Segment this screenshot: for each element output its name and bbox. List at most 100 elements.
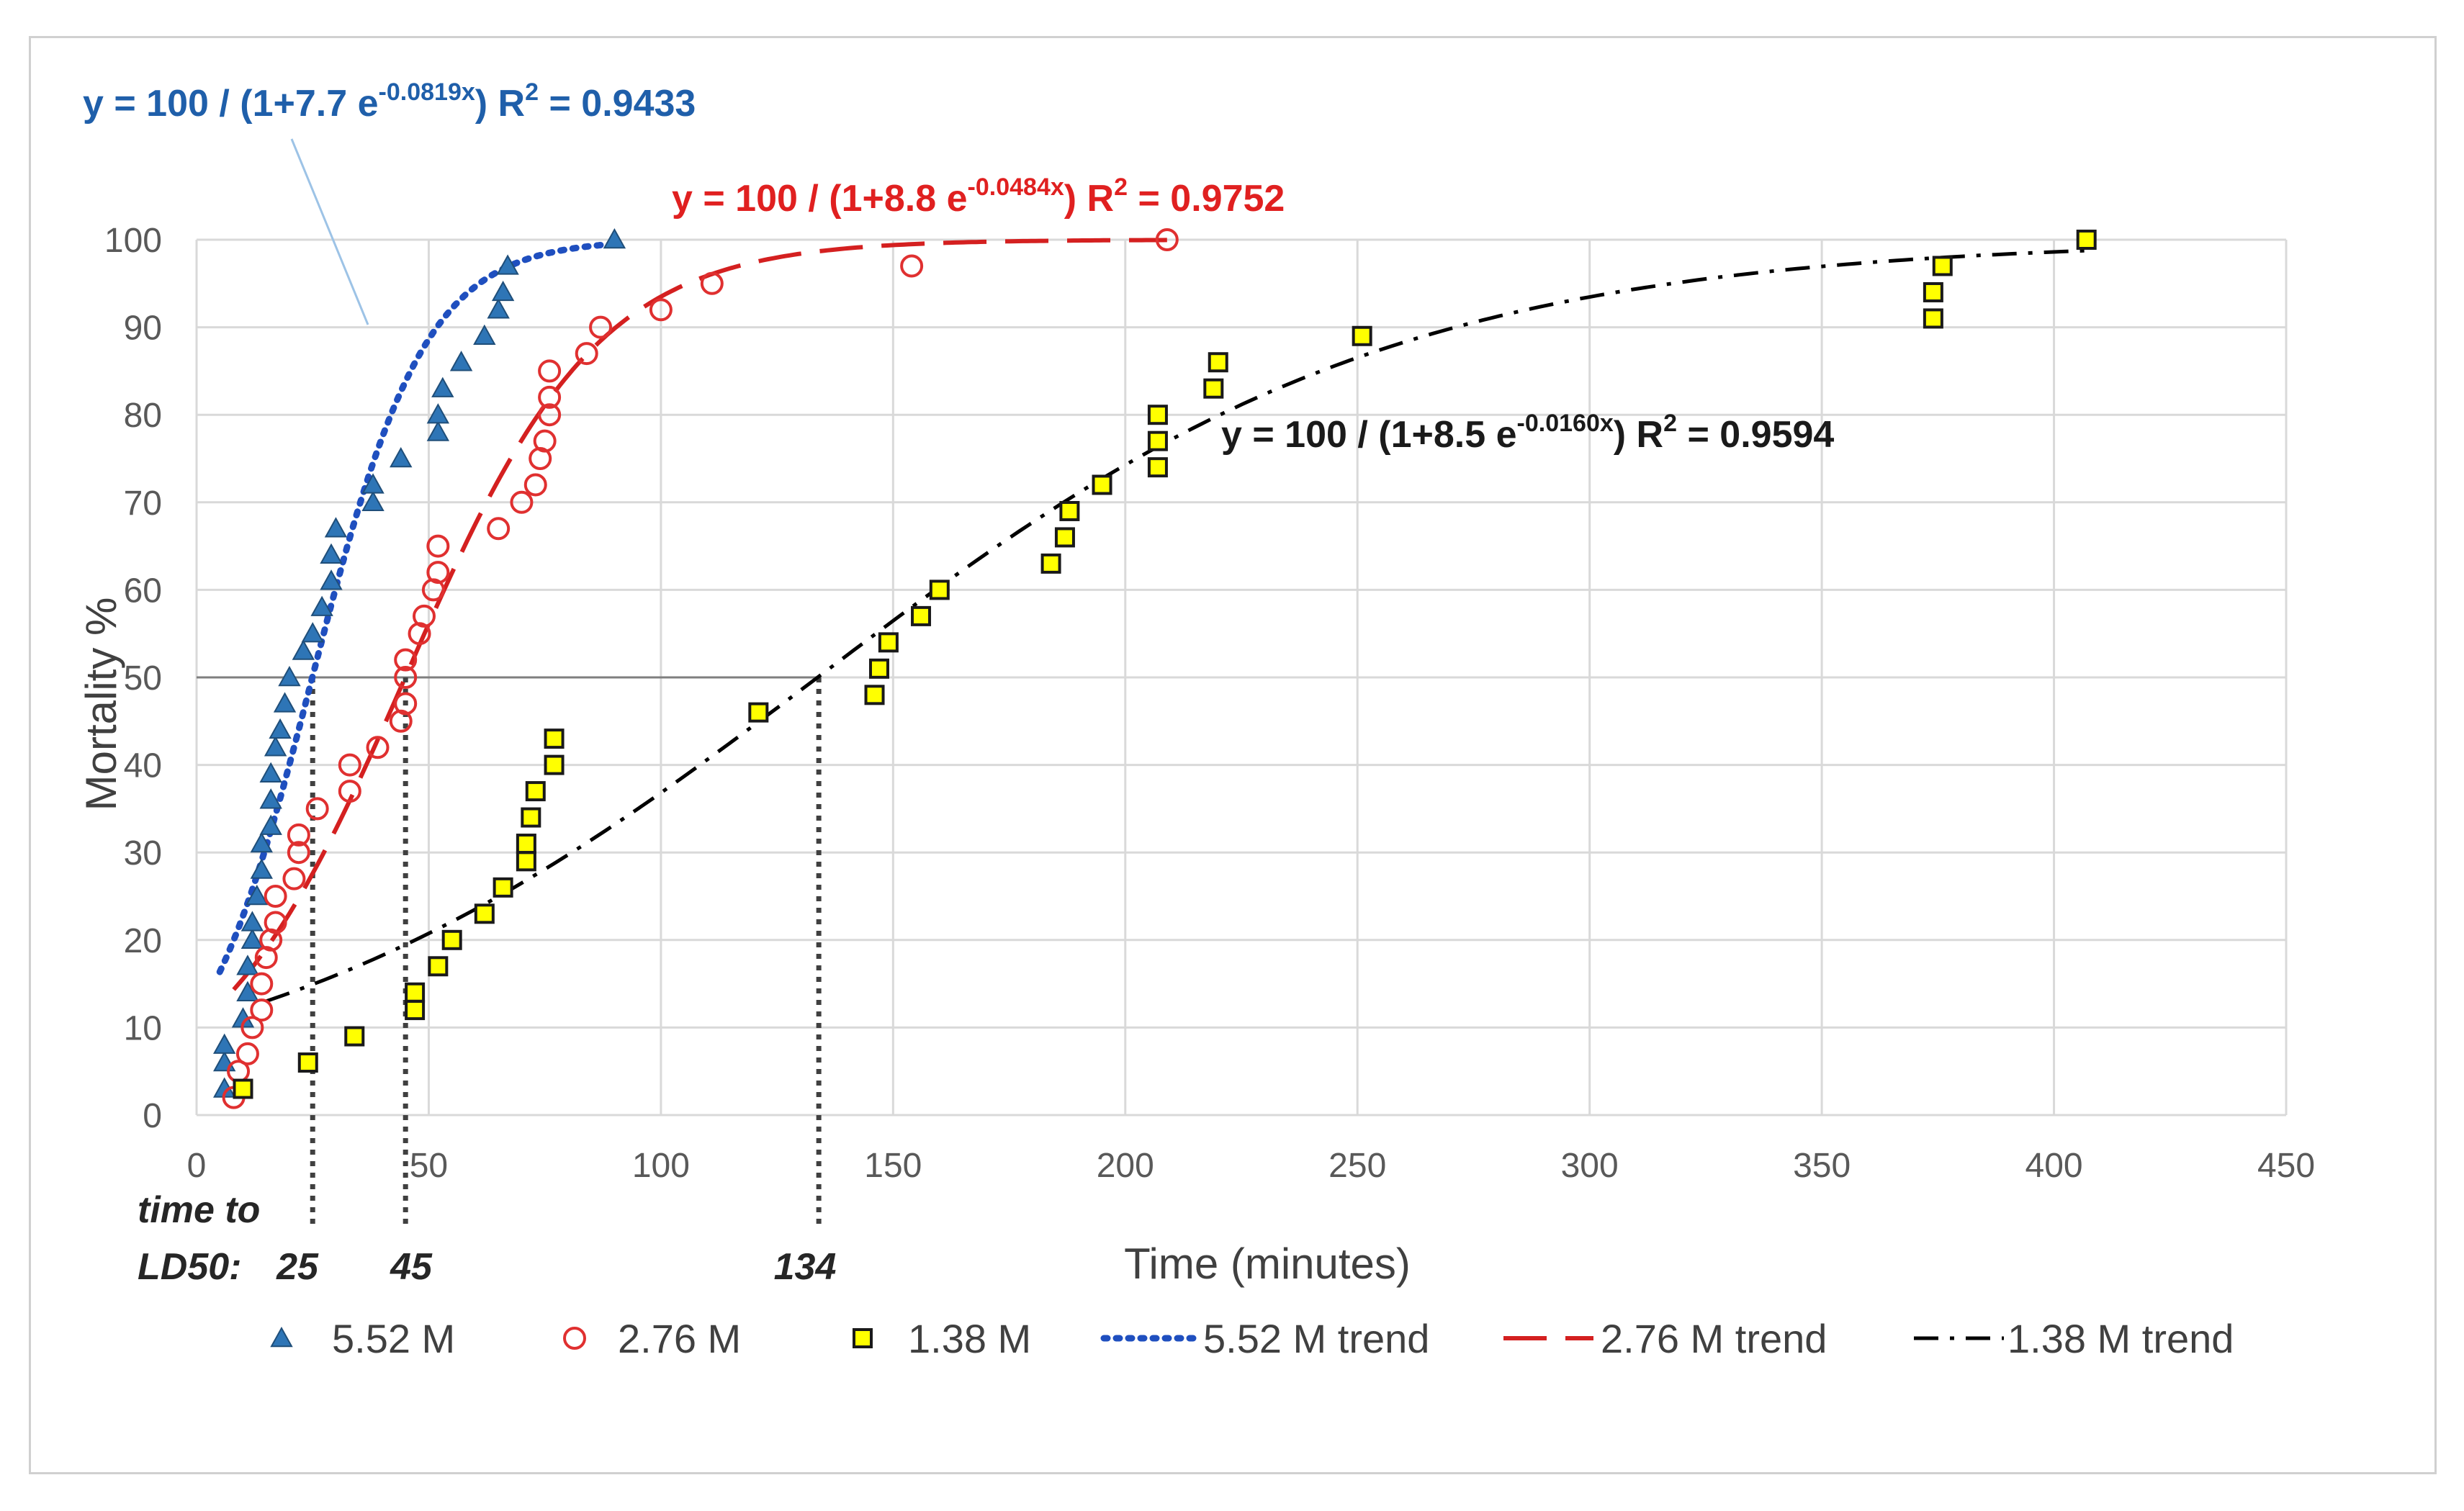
- legend-label: 2.76 M trend: [1601, 1316, 1827, 1361]
- data-point: [538, 359, 562, 383]
- data-point: [544, 729, 565, 749]
- data-point: [473, 324, 496, 345]
- data-point: [233, 1078, 253, 1099]
- data-point: [292, 639, 315, 660]
- data-point: [700, 271, 724, 295]
- ld50-label-line1: time to: [138, 1189, 260, 1231]
- data-point: [864, 685, 885, 705]
- legend-label: 2.76 M: [618, 1316, 741, 1361]
- data-point: [2076, 230, 2097, 250]
- data-point: [250, 858, 273, 879]
- data-point: [394, 666, 418, 689]
- y-tick-label: 20: [124, 922, 162, 960]
- y-tick-label: 60: [124, 572, 162, 610]
- legend-symbol: [853, 1328, 873, 1348]
- data-point: [426, 561, 450, 585]
- data-point: [516, 851, 536, 872]
- data-point: [496, 254, 519, 275]
- y-tick-label: 80: [124, 397, 162, 435]
- x-tick-label: 100: [632, 1147, 690, 1185]
- chart-frame: 0 10 20 30 40 50 60 70 80 90 100 0 50 100 150 200 250 300…: [29, 36, 2437, 1474]
- equation-1-38m: y = 100 / (1+8.5 e-0.0160x) R2 = 0.9594: [1221, 410, 1834, 456]
- data-point: [405, 1000, 426, 1021]
- y-tick-label: 100: [104, 222, 162, 260]
- data-point: [1059, 500, 1080, 521]
- data-point: [240, 1016, 264, 1039]
- data-point: [431, 376, 454, 397]
- data-point: [212, 1033, 236, 1054]
- data-point: [1092, 474, 1112, 495]
- data-point: [273, 692, 297, 713]
- data-point: [544, 754, 565, 775]
- ld50-value-label: 45: [390, 1246, 433, 1288]
- equation-leader-line: [290, 138, 369, 325]
- ld50-value-label: 25: [276, 1246, 319, 1288]
- data-point: [301, 622, 324, 643]
- data-point: [287, 841, 310, 865]
- data-point: [1040, 553, 1061, 574]
- data-point: [269, 718, 292, 739]
- y-tick-label: 50: [124, 659, 162, 698]
- x-tick-label: 350: [1793, 1147, 1851, 1185]
- data-point: [538, 385, 562, 409]
- trend-lines: [216, 238, 2087, 1003]
- data-point: [305, 797, 329, 821]
- data-point: [1208, 352, 1228, 373]
- data-point: [264, 736, 287, 757]
- x-tick-label: 300: [1561, 1147, 1619, 1185]
- data-point: [1923, 281, 1943, 302]
- data-point: [246, 884, 269, 906]
- data-point: [900, 254, 924, 278]
- mortality-chart: 0 10 20 30 40 50 60 70 80 90 100 0 50 100 150 200 250 300…: [77, 78, 2315, 1361]
- data-point: [1147, 405, 1168, 425]
- data-point: [344, 1026, 365, 1047]
- legend-label: 5.52 M: [332, 1316, 455, 1361]
- x-tick-label: 150: [864, 1147, 922, 1185]
- y-tick-label: 10: [124, 1009, 162, 1047]
- ld50-label-line2: LD50:: [138, 1246, 241, 1288]
- equation-5-52m: y = 100 / (1+7.7 e-0.0819x) R2 = 0.9433: [83, 78, 696, 125]
- data-point: [240, 928, 264, 949]
- y-tick-label: 30: [124, 834, 162, 872]
- data-point: [287, 823, 310, 847]
- data-point: [868, 658, 889, 679]
- data-point: [259, 788, 282, 809]
- data-point: [1155, 228, 1179, 251]
- data-point: [474, 903, 495, 924]
- data-point: [390, 446, 413, 468]
- data-point: [361, 490, 385, 511]
- data-point: [649, 298, 673, 322]
- annotations: y = 100 / (1+7.7 e-0.0819x) R2 = 0.9433 y…: [83, 78, 1834, 1288]
- data-point: [521, 807, 541, 828]
- data-point: [264, 911, 287, 934]
- data-point: [525, 781, 546, 802]
- data-point: [240, 911, 264, 932]
- x-tick-label: 50: [410, 1147, 448, 1185]
- data-point: [236, 955, 259, 975]
- y-tick-label: 70: [124, 484, 162, 523]
- data-point: [603, 227, 626, 249]
- data-point: [929, 579, 950, 600]
- legend-label: 5.52 M trend: [1203, 1316, 1429, 1361]
- data-point: [250, 972, 274, 996]
- data-point: [259, 814, 282, 835]
- data-point: [278, 665, 301, 687]
- data-point: [338, 780, 361, 803]
- data-points: [212, 227, 2097, 1109]
- x-tick-label: 0: [187, 1147, 207, 1185]
- legend-label: 1.38 M: [908, 1316, 1031, 1361]
- data-point: [310, 595, 333, 616]
- data-point: [320, 543, 343, 564]
- data-point: [361, 473, 385, 494]
- data-point: [394, 648, 418, 672]
- data-point: [878, 632, 899, 653]
- data-point: [1147, 457, 1168, 478]
- data-point: [1932, 256, 1953, 276]
- data-point: [510, 490, 534, 514]
- trend-line: [265, 248, 2087, 1003]
- x-tick-label: 200: [1097, 1147, 1154, 1185]
- x-tick-label: 450: [2257, 1147, 2315, 1185]
- data-point: [428, 956, 449, 977]
- data-point: [405, 982, 426, 1003]
- data-point: [320, 569, 343, 590]
